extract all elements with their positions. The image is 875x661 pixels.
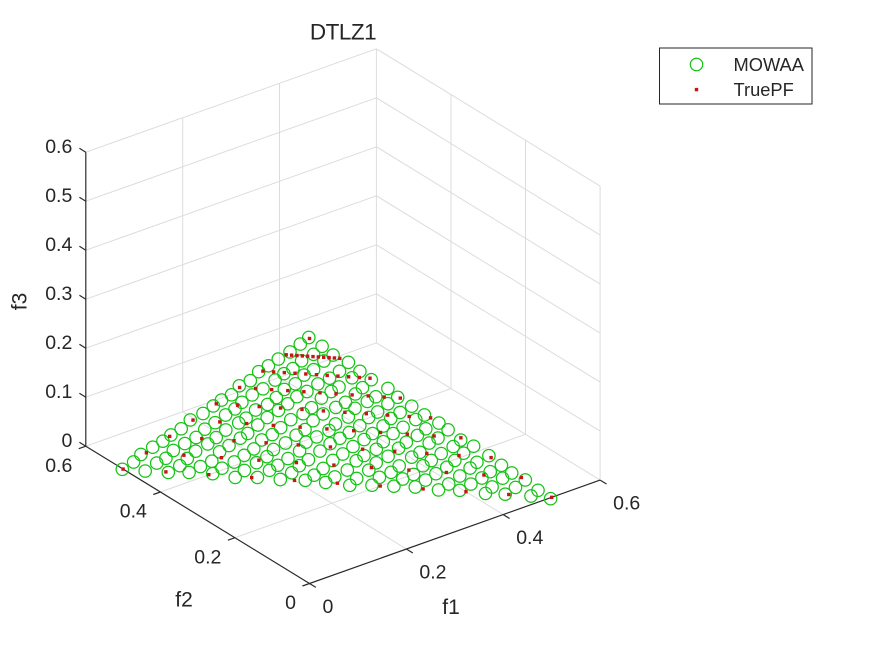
- svg-text:TruePF: TruePF: [734, 79, 794, 100]
- svg-text:0.3: 0.3: [45, 283, 72, 305]
- svg-text:0.2: 0.2: [419, 562, 446, 584]
- svg-text:0.4: 0.4: [45, 234, 72, 256]
- svg-text:0.6: 0.6: [45, 455, 72, 477]
- svg-text:0: 0: [61, 430, 72, 452]
- svg-text:0: 0: [285, 592, 296, 614]
- svg-text:0.4: 0.4: [120, 501, 147, 523]
- svg-text:f1: f1: [442, 596, 460, 619]
- svg-text:0.1: 0.1: [45, 381, 72, 403]
- svg-text:0.6: 0.6: [613, 493, 640, 515]
- svg-text:f3: f3: [9, 293, 32, 311]
- svg-text:0.5: 0.5: [45, 185, 72, 207]
- svg-text:0.2: 0.2: [45, 332, 72, 354]
- svg-text:0: 0: [323, 596, 334, 618]
- svg-text:0.6: 0.6: [45, 136, 72, 158]
- svg-text:0.4: 0.4: [516, 527, 543, 549]
- svg-text:0.2: 0.2: [194, 546, 221, 568]
- svg-text:f2: f2: [175, 589, 193, 612]
- svg-text:DTLZ1: DTLZ1: [310, 20, 376, 45]
- svg-text:MOWAA: MOWAA: [734, 54, 805, 75]
